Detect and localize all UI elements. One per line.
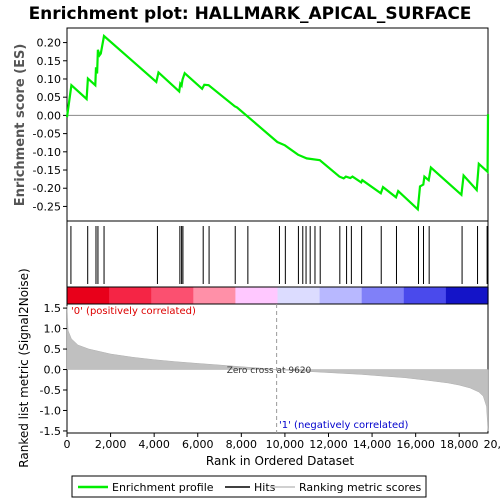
colorbar-segment <box>320 287 363 304</box>
zero-cross-annotation: Zero cross at 9620 <box>227 366 312 376</box>
x-axis-label: Rank in Ordered Dataset <box>206 454 354 468</box>
es-y-tick-label: -0.05 <box>33 128 61 141</box>
colorbar-segment <box>109 287 152 304</box>
metric-y-tick-label: 1.0 <box>44 323 62 336</box>
legend-label-enrichment-profile: Enrichment profile <box>112 481 214 494</box>
x-tick-label: 10,000 <box>266 438 305 451</box>
colorbar-segment <box>278 287 321 304</box>
positive-correlation-label: '0' (positively correlated) <box>71 306 196 317</box>
es-y-tick-label: 0.00 <box>37 109 62 122</box>
colorbar-segment <box>362 287 405 304</box>
colorbar-segment <box>67 287 110 304</box>
es-y-tick-label: 0.05 <box>37 91 62 104</box>
es-y-tick-label: -0.15 <box>33 164 61 177</box>
colorbar-segment <box>235 287 278 304</box>
x-tick-label: 2,000 <box>95 438 127 451</box>
x-tick-label: 6,000 <box>182 438 214 451</box>
metric-y-axis-label: Ranked list metric (Signal2Noise) <box>17 268 31 467</box>
x-tick-label: 8,000 <box>226 438 258 451</box>
x-tick-label: 16,000 <box>396 438 435 451</box>
chart-title: Enrichment plot: HALLMARK_APICAL_SURFACE <box>29 4 472 24</box>
x-tick-label: 14,000 <box>353 438 392 451</box>
colorbar-segment <box>446 287 489 304</box>
es-y-tick-label: -0.20 <box>33 182 61 195</box>
metric-y-tick-label: 1.5 <box>44 302 62 315</box>
legend-label-ranking-metric: Ranking metric scores <box>299 481 421 494</box>
es-y-axis-label: Enrichment score (ES) <box>13 44 28 207</box>
metric-y-tick-label: -0.5 <box>40 384 61 397</box>
es-y-tick-label: -0.10 <box>33 146 61 159</box>
es-panel-frame <box>67 28 488 221</box>
x-tick-label: 4,000 <box>138 438 170 451</box>
metric-y-tick-label: -1.5 <box>40 425 61 438</box>
x-tick-label: 0 <box>64 438 71 451</box>
es-y-tick-label: 0.20 <box>37 37 62 50</box>
es-y-tick-label: 0.15 <box>37 55 62 68</box>
colorbar-segment <box>151 287 194 304</box>
rank-colorbar <box>67 287 489 304</box>
hits-panel-frame <box>67 221 488 287</box>
metric-y-tick-label: 0.0 <box>44 364 62 377</box>
colorbar-segment <box>404 287 447 304</box>
x-tick-label: 20,000 <box>484 438 500 451</box>
metric-y-tick-label: 0.5 <box>44 343 62 356</box>
metric-y-tick-label: -1.0 <box>40 404 61 417</box>
es-y-tick-label: 0.10 <box>37 73 62 86</box>
colorbar-segment <box>193 287 236 304</box>
x-tick-label: 18,000 <box>440 438 479 451</box>
es-y-tick-label: -0.25 <box>33 200 61 213</box>
x-tick-label: 12,000 <box>309 438 348 451</box>
negative-correlation-label: '1' (negatively correlated) <box>279 420 408 431</box>
